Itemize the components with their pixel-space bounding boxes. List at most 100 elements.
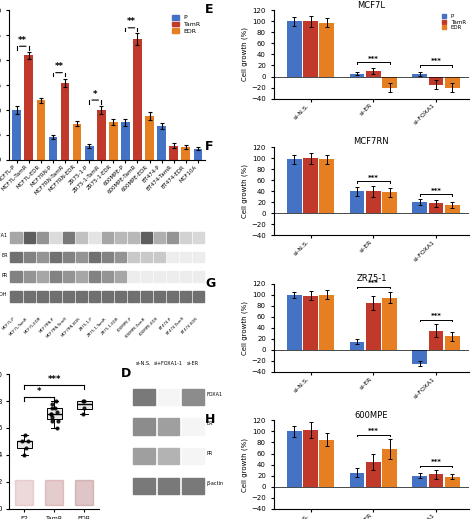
Text: ***: *** [368,428,379,434]
Bar [366,462,381,487]
Bar [76,271,87,282]
Bar [193,149,202,160]
Bar [445,205,460,213]
Bar [115,232,126,243]
PathPatch shape [47,408,62,419]
Bar [128,252,139,263]
Title: MCF7RN: MCF7RN [354,138,389,146]
Bar [182,418,204,434]
Title: ZR75-1: ZR75-1 [356,274,387,283]
Text: ER: ER [207,421,213,427]
Text: *: * [93,90,98,99]
Text: PR: PR [1,272,8,278]
Bar [303,21,318,76]
Bar [350,191,365,213]
Bar [61,83,69,160]
Bar [154,271,165,282]
Bar [50,271,61,282]
Bar [85,146,93,160]
Text: β-actin: β-actin [207,481,224,486]
Bar [167,291,178,302]
Bar [141,232,152,243]
Bar [428,203,443,213]
Bar [115,271,126,282]
Bar [180,271,191,282]
Text: E: E [205,3,214,16]
Bar [412,475,427,487]
Bar [193,291,204,302]
Bar [63,232,74,243]
Bar [382,76,397,88]
Text: H: H [205,413,216,427]
Bar [193,252,204,263]
Bar [10,291,21,302]
Bar [50,252,61,263]
Text: MCF7L-EDR: MCF7L-EDR [23,316,42,335]
Bar [319,159,334,213]
Text: ***: *** [47,375,61,384]
PathPatch shape [77,401,91,409]
Bar [76,252,87,263]
Bar [167,252,178,263]
Bar [89,291,100,302]
Text: ***: *** [430,59,441,64]
Bar [89,252,100,263]
Bar [128,232,139,243]
Bar [75,481,93,504]
Bar [445,476,460,487]
Bar [366,191,381,213]
Text: MCF7RN-P: MCF7RN-P [38,316,55,333]
Point [79,411,87,419]
Bar [428,76,443,85]
PathPatch shape [17,441,32,448]
Text: **: ** [18,36,27,45]
Bar [63,252,74,263]
Text: FOXA1: FOXA1 [207,392,223,397]
Bar [109,122,118,160]
Bar [102,271,113,282]
Text: BT474-EDR: BT474-EDR [180,316,199,335]
Bar [445,76,460,88]
Bar [102,252,113,263]
Bar [10,232,21,243]
Bar [24,271,35,282]
Bar [182,448,204,464]
Bar [145,116,154,160]
Bar [167,271,178,282]
Bar [428,331,443,350]
Bar [154,291,165,302]
Bar [24,232,35,243]
Text: ***: *** [368,280,379,286]
Bar [102,291,113,302]
Text: si-ER: si-ER [187,361,199,366]
Bar [158,389,179,405]
Text: ZR75-1-EDR: ZR75-1-EDR [101,316,120,336]
Text: **: ** [55,62,64,71]
Text: si-N.S.: si-N.S. [136,361,152,366]
Text: 600MPE-P: 600MPE-P [117,316,133,333]
Bar [169,146,178,160]
Text: *: * [37,387,42,397]
Bar [141,271,152,282]
Bar [24,291,35,302]
Bar [412,74,427,76]
Legend: P, TamR, EDR: P, TamR, EDR [441,13,466,31]
Bar [133,477,155,494]
Text: GAPDH: GAPDH [0,292,8,297]
Y-axis label: Cell growth (%): Cell growth (%) [242,164,248,218]
Bar [182,389,204,405]
Bar [24,252,35,263]
Bar [412,350,427,364]
Text: BT474-P: BT474-P [158,316,173,331]
Bar [287,295,301,350]
Bar [350,473,365,487]
Bar [25,55,33,160]
Bar [36,100,45,160]
Title: MCF7L: MCF7L [357,1,385,10]
Text: MCF7RN-EDR: MCF7RN-EDR [60,316,81,337]
Point [48,413,56,421]
Bar [133,389,155,405]
Bar [154,232,165,243]
Bar [73,124,82,160]
Bar [158,448,179,464]
